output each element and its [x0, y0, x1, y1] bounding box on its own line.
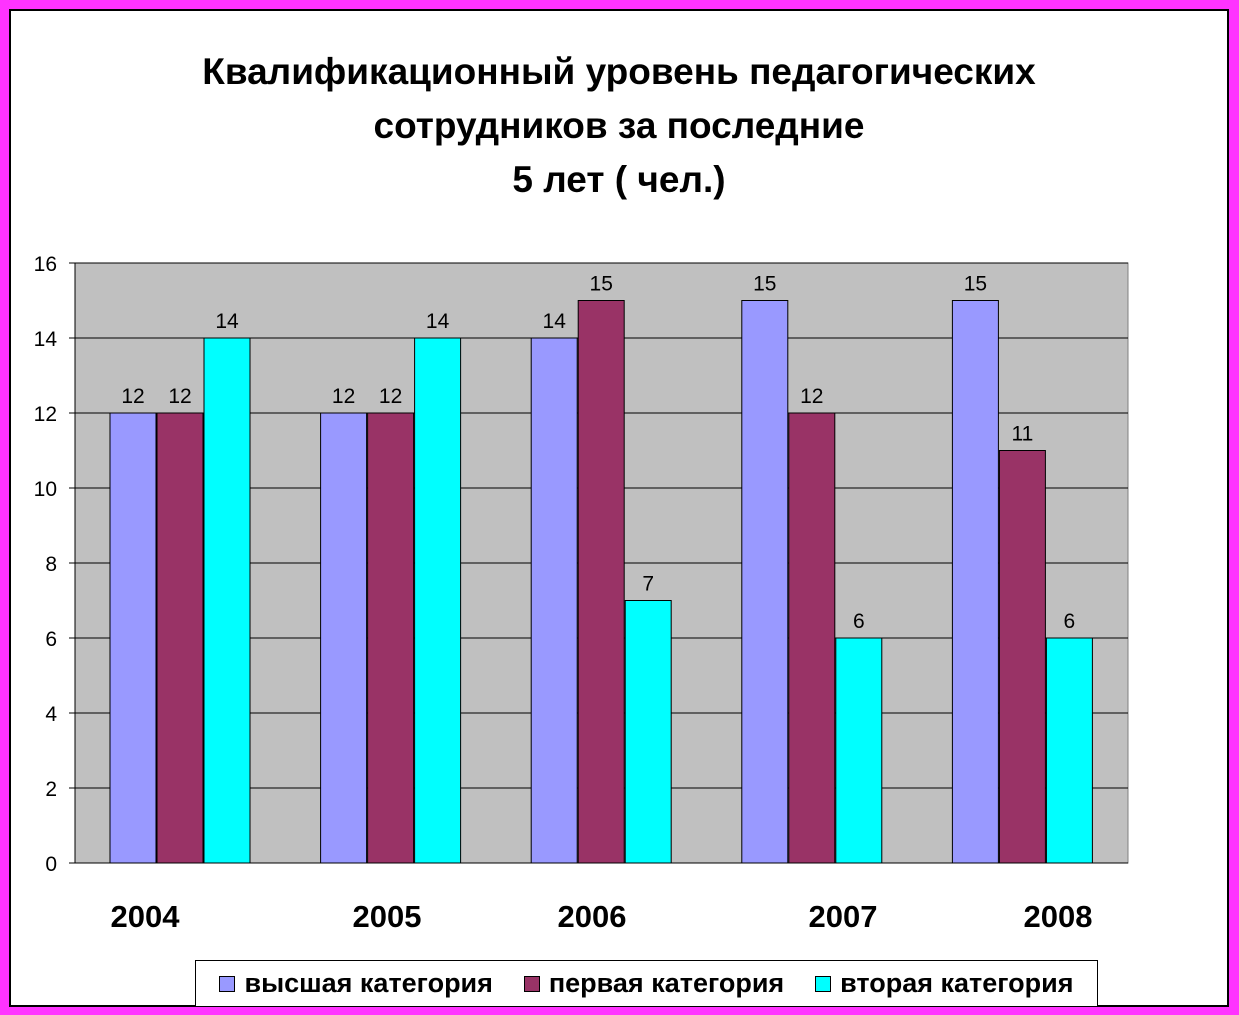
legend-item-1: первая категория — [523, 968, 785, 999]
data-label-2004-1: 12 — [168, 385, 191, 408]
legend: высшая категория первая категория вторая… — [195, 960, 1098, 1007]
x-tick-label-1: 2005 — [353, 899, 422, 934]
data-label-2008-1: 11 — [1011, 423, 1033, 446]
bar-2006-1 — [577, 300, 625, 864]
data-label-2005-2: 14 — [426, 310, 450, 333]
legend-swatch-2 — [815, 975, 832, 992]
chart-title-line-2: сотрудников за последние — [373, 105, 865, 146]
data-label-2008-2: 6 — [1064, 610, 1076, 633]
legend-swatch-0 — [219, 975, 236, 992]
data-label-2006-1: 15 — [590, 273, 613, 296]
bar-2004-1 — [156, 412, 204, 864]
x-tick-label-0: 2004 — [111, 899, 181, 934]
data-label-2006-0: 14 — [543, 310, 567, 333]
x-tick-label-3: 2007 — [809, 899, 878, 934]
data-label-2007-1: 12 — [800, 385, 823, 408]
data-label-2006-2: 7 — [642, 573, 654, 596]
chart-title: Квалификационный уровень педагогических … — [9, 45, 1229, 207]
y-tick-label-0: 0 — [45, 853, 57, 876]
bar-2005-2 — [414, 337, 462, 864]
legend-item-0: высшая категория — [219, 968, 493, 999]
data-label-2004-0: 12 — [121, 385, 144, 408]
data-label-2005-1: 12 — [379, 385, 402, 408]
y-tick-label-5: 10 — [34, 478, 57, 501]
legend-swatch-1 — [523, 975, 540, 992]
y-tick-label-6: 12 — [34, 403, 57, 426]
y-tick-label-3: 6 — [45, 628, 57, 651]
data-labels: 12 12 14 12 12 14 14 15 7 15 12 6 15 11 6 — [121, 273, 1075, 634]
y-tick-label-4: 8 — [45, 553, 57, 576]
legend-label-2: вторая категория — [840, 968, 1074, 998]
bar-2005-0 — [320, 412, 368, 864]
bar-2007-1 — [788, 412, 836, 864]
bar-2004-2 — [203, 337, 251, 864]
data-label-2008-0: 15 — [964, 273, 987, 296]
data-label-2004-2: 14 — [215, 310, 239, 333]
bar-2008-0 — [951, 300, 999, 864]
y-tick-label-1: 2 — [45, 778, 57, 801]
bar-2008-2 — [1045, 637, 1093, 864]
tick-labels: 0 2 4 6 8 10 12 14 16 2004 2005 2006 2007 2008 — [34, 253, 1093, 934]
data-label-2005-0: 12 — [332, 385, 355, 408]
data-label-2007-2: 6 — [853, 610, 865, 633]
x-tick-label-4: 2008 — [1024, 899, 1093, 934]
legend-item-2: вторая категория — [815, 968, 1074, 999]
legend-label-1: первая категория — [548, 968, 785, 998]
x-tick-label-2: 2006 — [558, 899, 627, 934]
legend-label-0: высшая категория — [244, 968, 493, 998]
y-tick-label-7: 14 — [34, 328, 58, 351]
data-label-2007-0: 15 — [753, 273, 776, 296]
bar-2007-0 — [741, 300, 789, 864]
chart-title-line-3: 5 лет ( чел.) — [512, 159, 726, 200]
bar-2004-0 — [109, 412, 157, 864]
bar-2005-1 — [367, 412, 415, 864]
chart-title-line-1: Квалификационный уровень педагогических — [202, 51, 1036, 92]
bars — [109, 300, 1093, 864]
y-tick-label-8: 16 — [34, 253, 57, 276]
bar-2006-0 — [530, 337, 578, 864]
bar-2007-2 — [835, 637, 883, 864]
bar-2008-1 — [998, 450, 1046, 864]
y-tick-label-2: 4 — [45, 703, 57, 726]
bar-2006-2 — [624, 600, 672, 864]
